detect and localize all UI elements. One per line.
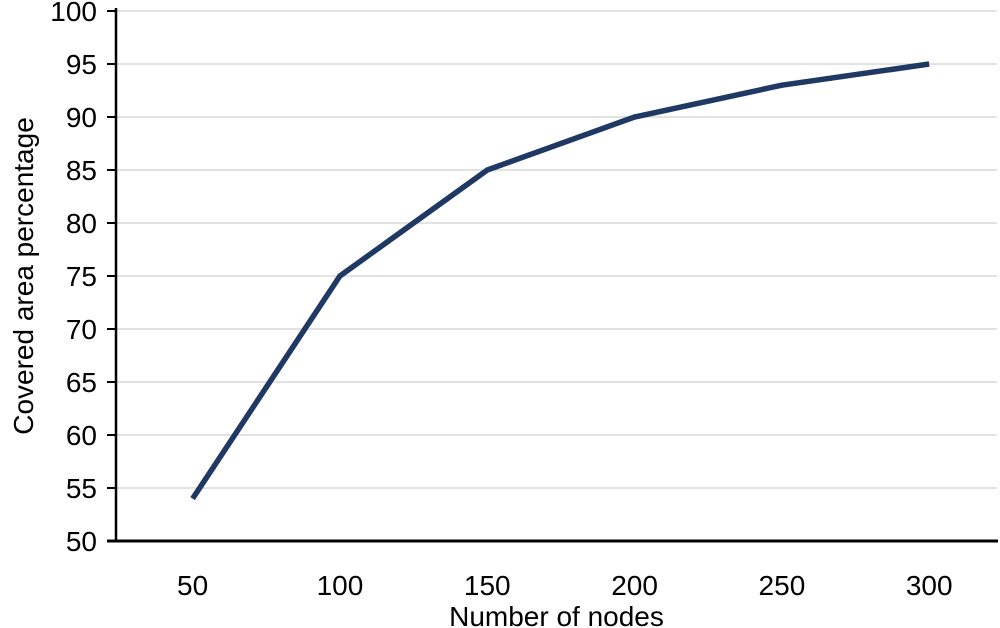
x-tick-label: 100 [317,570,364,601]
x-tick-label: 200 [611,570,658,601]
y-tick-label: 95 [66,49,97,80]
y-tick-label: 100 [50,0,97,27]
y-tick-label: 60 [66,420,97,451]
y-tick-label: 85 [66,155,97,186]
data-line-covered-area [190,61,930,501]
y-tick-label: 65 [66,367,97,398]
y-tick-label: 90 [66,102,97,133]
x-tick-label: 150 [464,570,511,601]
x-tick-label: 250 [759,570,806,601]
y-tick-label: 70 [66,314,97,345]
y-tick-label: 50 [66,526,97,557]
y-axis-title: Covered area percentage [8,117,39,435]
y-tick-label: 55 [66,473,97,504]
x-axis-title: Number of nodes [449,601,664,628]
y-tick-label: 80 [66,208,97,239]
x-tick-label: 300 [906,570,953,601]
x-tick-label: 50 [177,570,208,601]
y-tick-label: 75 [66,261,97,292]
